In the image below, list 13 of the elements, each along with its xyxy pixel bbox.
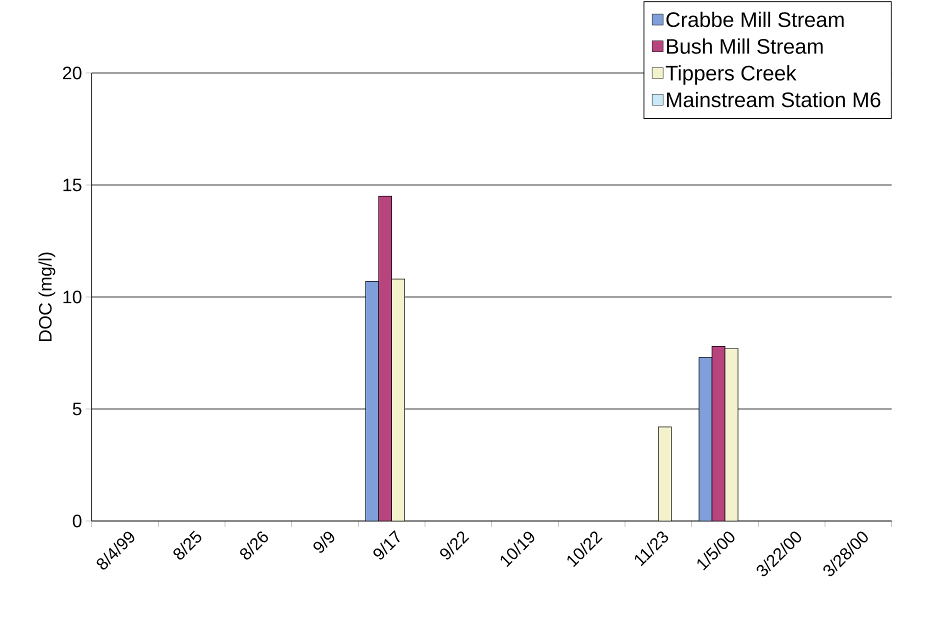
y-tick-label: 10 bbox=[63, 290, 82, 304]
y-axis-title: DOC (mg/l) bbox=[38, 252, 56, 342]
x-tick-label: 8/26 bbox=[240, 531, 268, 560]
y-tick-label: 5 bbox=[72, 402, 82, 416]
legend-label: Bush Mill Stream bbox=[667, 38, 823, 54]
legend-label: Mainstream Station M6 bbox=[667, 92, 880, 108]
y-tick-label: 20 bbox=[63, 66, 82, 80]
x-tick-label: 9/9 bbox=[313, 532, 334, 553]
legend-label: Crabbe Mill Stream bbox=[666, 12, 844, 28]
legend-label: Tippers Creek bbox=[666, 65, 796, 85]
y-tick-label: 0 bbox=[72, 514, 82, 528]
x-tick-label: 9/22 bbox=[440, 531, 470, 560]
y-tick-label: 15 bbox=[63, 178, 82, 192]
